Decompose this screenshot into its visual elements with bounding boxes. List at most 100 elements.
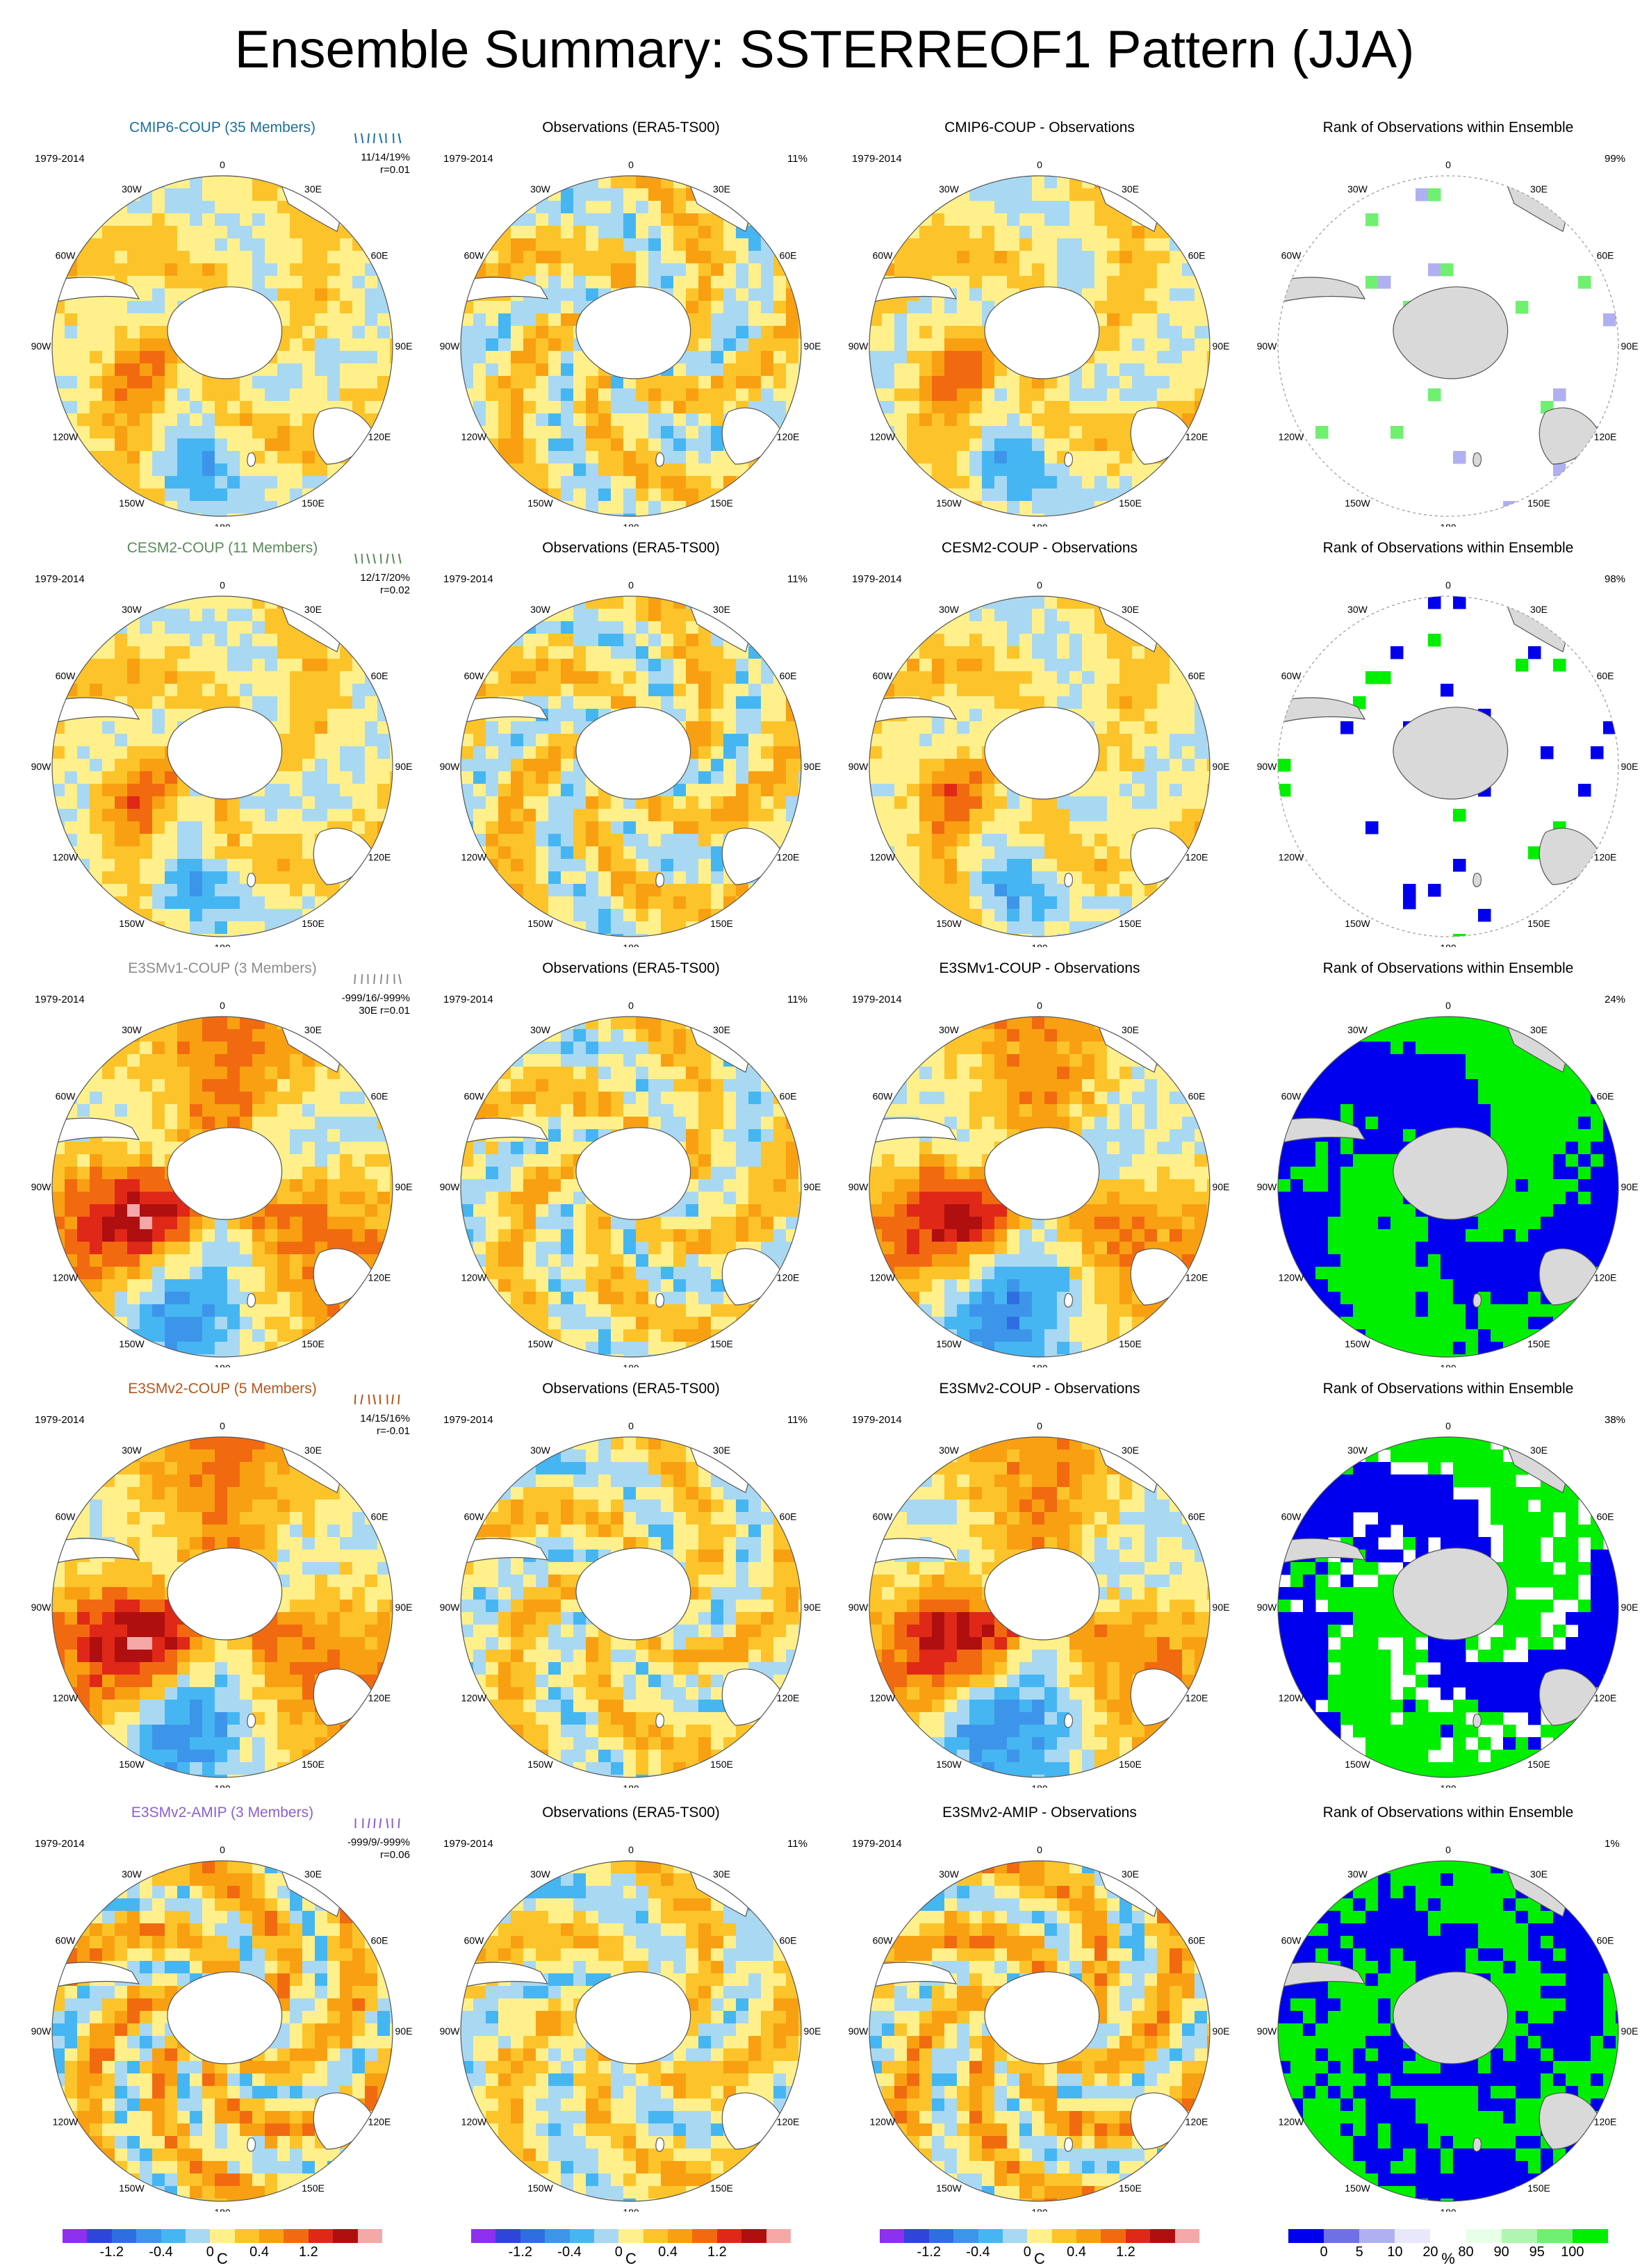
map-cell — [202, 401, 215, 414]
map-cell — [377, 834, 391, 847]
map-cell — [1082, 634, 1095, 647]
map-cell — [152, 696, 165, 709]
map-cell — [994, 463, 1008, 477]
map-cell — [573, 451, 586, 464]
map-cell — [177, 1054, 190, 1067]
map-cell — [352, 1129, 366, 1142]
map-cell — [673, 451, 687, 464]
map-cell — [919, 784, 933, 797]
map-cell — [127, 671, 140, 684]
map-cell — [327, 1104, 341, 1117]
map-cell — [944, 796, 958, 810]
map-cell — [1044, 463, 1058, 477]
map-cell — [969, 621, 983, 634]
map-cell — [586, 176, 599, 189]
map-cell — [1182, 684, 1195, 697]
map-cell — [736, 746, 749, 759]
map-cell — [265, 276, 278, 289]
lon-label: 0 — [628, 159, 634, 170]
map-cell — [152, 1142, 165, 1155]
map-cell — [290, 363, 303, 377]
map-cell — [994, 621, 1008, 634]
map-cell — [1082, 784, 1095, 797]
map-cell — [290, 671, 303, 684]
map-cell — [352, 363, 366, 377]
map-cell — [1145, 896, 1158, 910]
map-cell — [648, 1117, 662, 1130]
map-cell — [736, 621, 749, 634]
map-cell — [1032, 388, 1045, 402]
map-cell — [473, 684, 486, 697]
map-cell — [240, 213, 253, 227]
map-cell — [536, 834, 549, 847]
map-cell — [1157, 884, 1170, 897]
map-cell — [1145, 771, 1158, 784]
map-cell — [227, 884, 240, 897]
map-cell — [536, 646, 549, 659]
map-cell — [907, 759, 920, 772]
map-cell — [352, 388, 366, 402]
map-cell — [486, 338, 499, 352]
map-cell — [944, 684, 958, 697]
map-cell — [90, 1192, 103, 1205]
lon-label: 150E — [302, 918, 325, 929]
map-cell — [698, 213, 712, 227]
map-cell — [944, 834, 958, 847]
map-cell — [698, 376, 712, 389]
map-cell — [152, 909, 165, 922]
map-cell — [152, 1179, 165, 1192]
map-cell — [711, 238, 724, 252]
map-cell — [1032, 821, 1045, 835]
map-cell — [486, 1079, 499, 1092]
map-cell — [536, 351, 549, 364]
map-cell — [265, 1292, 278, 1305]
map-cell — [586, 451, 599, 464]
map-cell — [265, 1104, 278, 1117]
map-cell — [944, 201, 958, 214]
map-cell — [215, 921, 228, 935]
map-cell — [486, 251, 499, 264]
map-cell — [648, 671, 662, 684]
map-cell — [894, 834, 908, 847]
map-cell — [302, 351, 315, 364]
map-cell — [994, 809, 1008, 822]
map-cell — [202, 684, 215, 697]
lon-label: 60E — [1597, 250, 1614, 261]
map-cell — [215, 438, 228, 452]
map-cell — [177, 1117, 190, 1130]
map-cell — [473, 796, 486, 810]
map-cell — [252, 1104, 265, 1117]
map-cell — [586, 821, 599, 835]
map-cell — [1044, 634, 1058, 647]
map-cell — [969, 338, 983, 352]
map-cell — [90, 401, 103, 414]
map-cell — [177, 809, 190, 822]
map-cell — [202, 1067, 215, 1080]
map-cell — [661, 646, 674, 659]
map-cell — [698, 1092, 712, 1105]
map-cell — [252, 213, 265, 227]
map-cell — [1082, 796, 1095, 810]
map-cell — [315, 388, 328, 402]
map-cell — [365, 796, 378, 810]
map-cell — [511, 684, 524, 697]
map-cell — [265, 796, 278, 810]
map-cell — [919, 376, 933, 389]
map-cell — [290, 696, 303, 709]
map-cell — [340, 388, 353, 402]
map-cell — [773, 313, 787, 327]
map-cell — [1032, 859, 1045, 872]
map-cell — [698, 226, 712, 239]
map-cell — [65, 734, 78, 747]
map-cell — [202, 438, 215, 452]
map-cell — [215, 646, 228, 659]
map-cell — [623, 921, 637, 935]
map-cell — [140, 351, 153, 364]
map-cell — [215, 388, 228, 402]
map-cell — [190, 921, 203, 935]
map-cell — [511, 1079, 524, 1092]
map-cell — [390, 721, 403, 734]
map-cell — [1119, 746, 1133, 759]
map-cell — [982, 451, 995, 464]
map-cell — [140, 301, 153, 314]
